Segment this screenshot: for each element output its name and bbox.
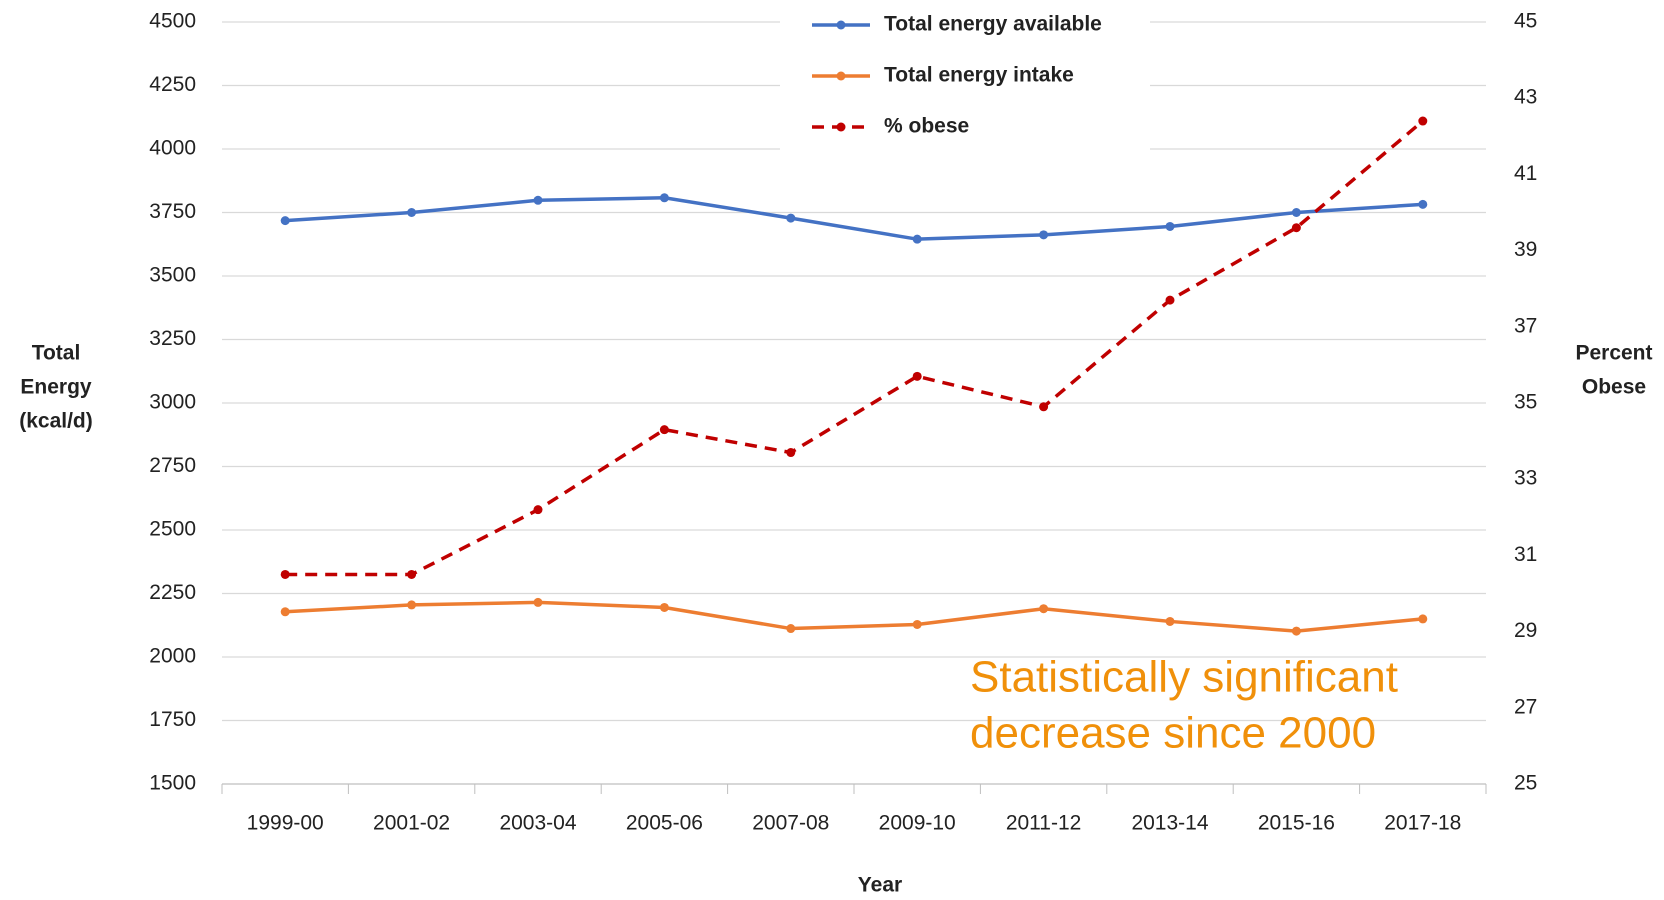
x-tick-label: 2017-18: [1384, 812, 1461, 835]
y2-tick-label: 33: [1514, 467, 1537, 490]
point: [912, 619, 922, 629]
y-tick-label: 2250: [149, 581, 196, 604]
y2-tick-label: 29: [1514, 619, 1537, 642]
point: [912, 234, 922, 244]
y-axis-label: (kcal/d): [19, 410, 93, 433]
y2-tick-label: 25: [1514, 772, 1537, 795]
point: [1418, 614, 1428, 624]
legend-marker: [836, 122, 846, 132]
y-tick-label: 2000: [149, 645, 196, 668]
annotation: Statistically significant: [970, 653, 1398, 702]
x-tick-label: 2009-10: [879, 812, 956, 835]
point: [407, 208, 417, 217]
point: [1165, 616, 1175, 626]
y2-axis-label: Percent: [1575, 342, 1652, 365]
x-tick-label: 2005-06: [626, 812, 703, 835]
point: [1418, 199, 1428, 209]
point: [533, 195, 543, 205]
x-tick-label: 2001-02: [373, 812, 450, 835]
series-line: [285, 119, 1424, 577]
point: [1039, 604, 1049, 614]
legend-label: % obese: [884, 115, 969, 138]
x-tick-label: 2003-04: [499, 812, 576, 835]
legend-label: Total energy available: [884, 13, 1102, 36]
point: [1039, 230, 1049, 240]
point: [786, 213, 796, 223]
y-axis-label: Total: [32, 342, 81, 365]
point: [1291, 626, 1301, 636]
point: [280, 607, 290, 617]
point: [659, 602, 669, 612]
y-axis-label: Energy: [20, 376, 92, 399]
y2-tick-label: 43: [1514, 86, 1537, 109]
point: [533, 597, 543, 607]
y2-tick-label: 35: [1514, 391, 1537, 414]
y-tick-label: 1500: [149, 772, 196, 795]
y2-tick-label: 27: [1514, 695, 1537, 718]
y-tick-label: 4250: [149, 73, 196, 96]
y2-tick-label: 39: [1514, 238, 1537, 261]
point: [659, 193, 669, 203]
series-line: [285, 196, 1423, 241]
y2-tick-label: 41: [1514, 162, 1537, 185]
y-tick-label: 1750: [149, 708, 196, 731]
legend-label: Total energy intake: [884, 64, 1074, 87]
annotation: decrease since 2000: [970, 709, 1376, 758]
point: [659, 425, 669, 435]
y-tick-label: 3750: [149, 200, 196, 223]
x-tick-label: 2007-08: [752, 812, 829, 835]
point: [1165, 295, 1175, 305]
point: [533, 505, 543, 515]
point: [786, 448, 796, 458]
x-tick-label: 2013-14: [1131, 812, 1208, 835]
y2-tick-label: 45: [1514, 10, 1537, 33]
legend-marker: [836, 20, 846, 30]
x-axis-label: Year: [858, 874, 902, 897]
y-tick-label: 3500: [149, 264, 196, 287]
point: [1418, 116, 1428, 126]
y-tick-label: 2500: [149, 518, 196, 541]
point: [407, 600, 417, 610]
x-tick-label: 2011-12: [1006, 812, 1082, 835]
point: [1291, 208, 1301, 217]
y-tick-label: 4500: [149, 10, 196, 33]
y-tick-label: 3250: [149, 327, 196, 350]
y-tick-label: 3000: [149, 391, 196, 414]
point: [280, 569, 290, 579]
point: [786, 624, 796, 634]
legend-marker: [836, 71, 846, 81]
y-tick-label: 4000: [149, 137, 196, 160]
point: [280, 216, 290, 226]
y-tick-label: 2750: [149, 454, 196, 477]
point: [912, 371, 922, 381]
y2-axis-label: Obese: [1582, 376, 1646, 399]
x-tick-label: 1999-00: [247, 812, 324, 835]
series-line: [285, 600, 1423, 633]
y2-tick-label: 37: [1514, 314, 1537, 337]
point: [1165, 221, 1175, 231]
point: [1039, 402, 1049, 412]
y2-tick-label: 31: [1514, 543, 1537, 566]
point: [1291, 223, 1301, 233]
x-tick-label: 2015-16: [1258, 812, 1335, 835]
point: [407, 569, 417, 579]
